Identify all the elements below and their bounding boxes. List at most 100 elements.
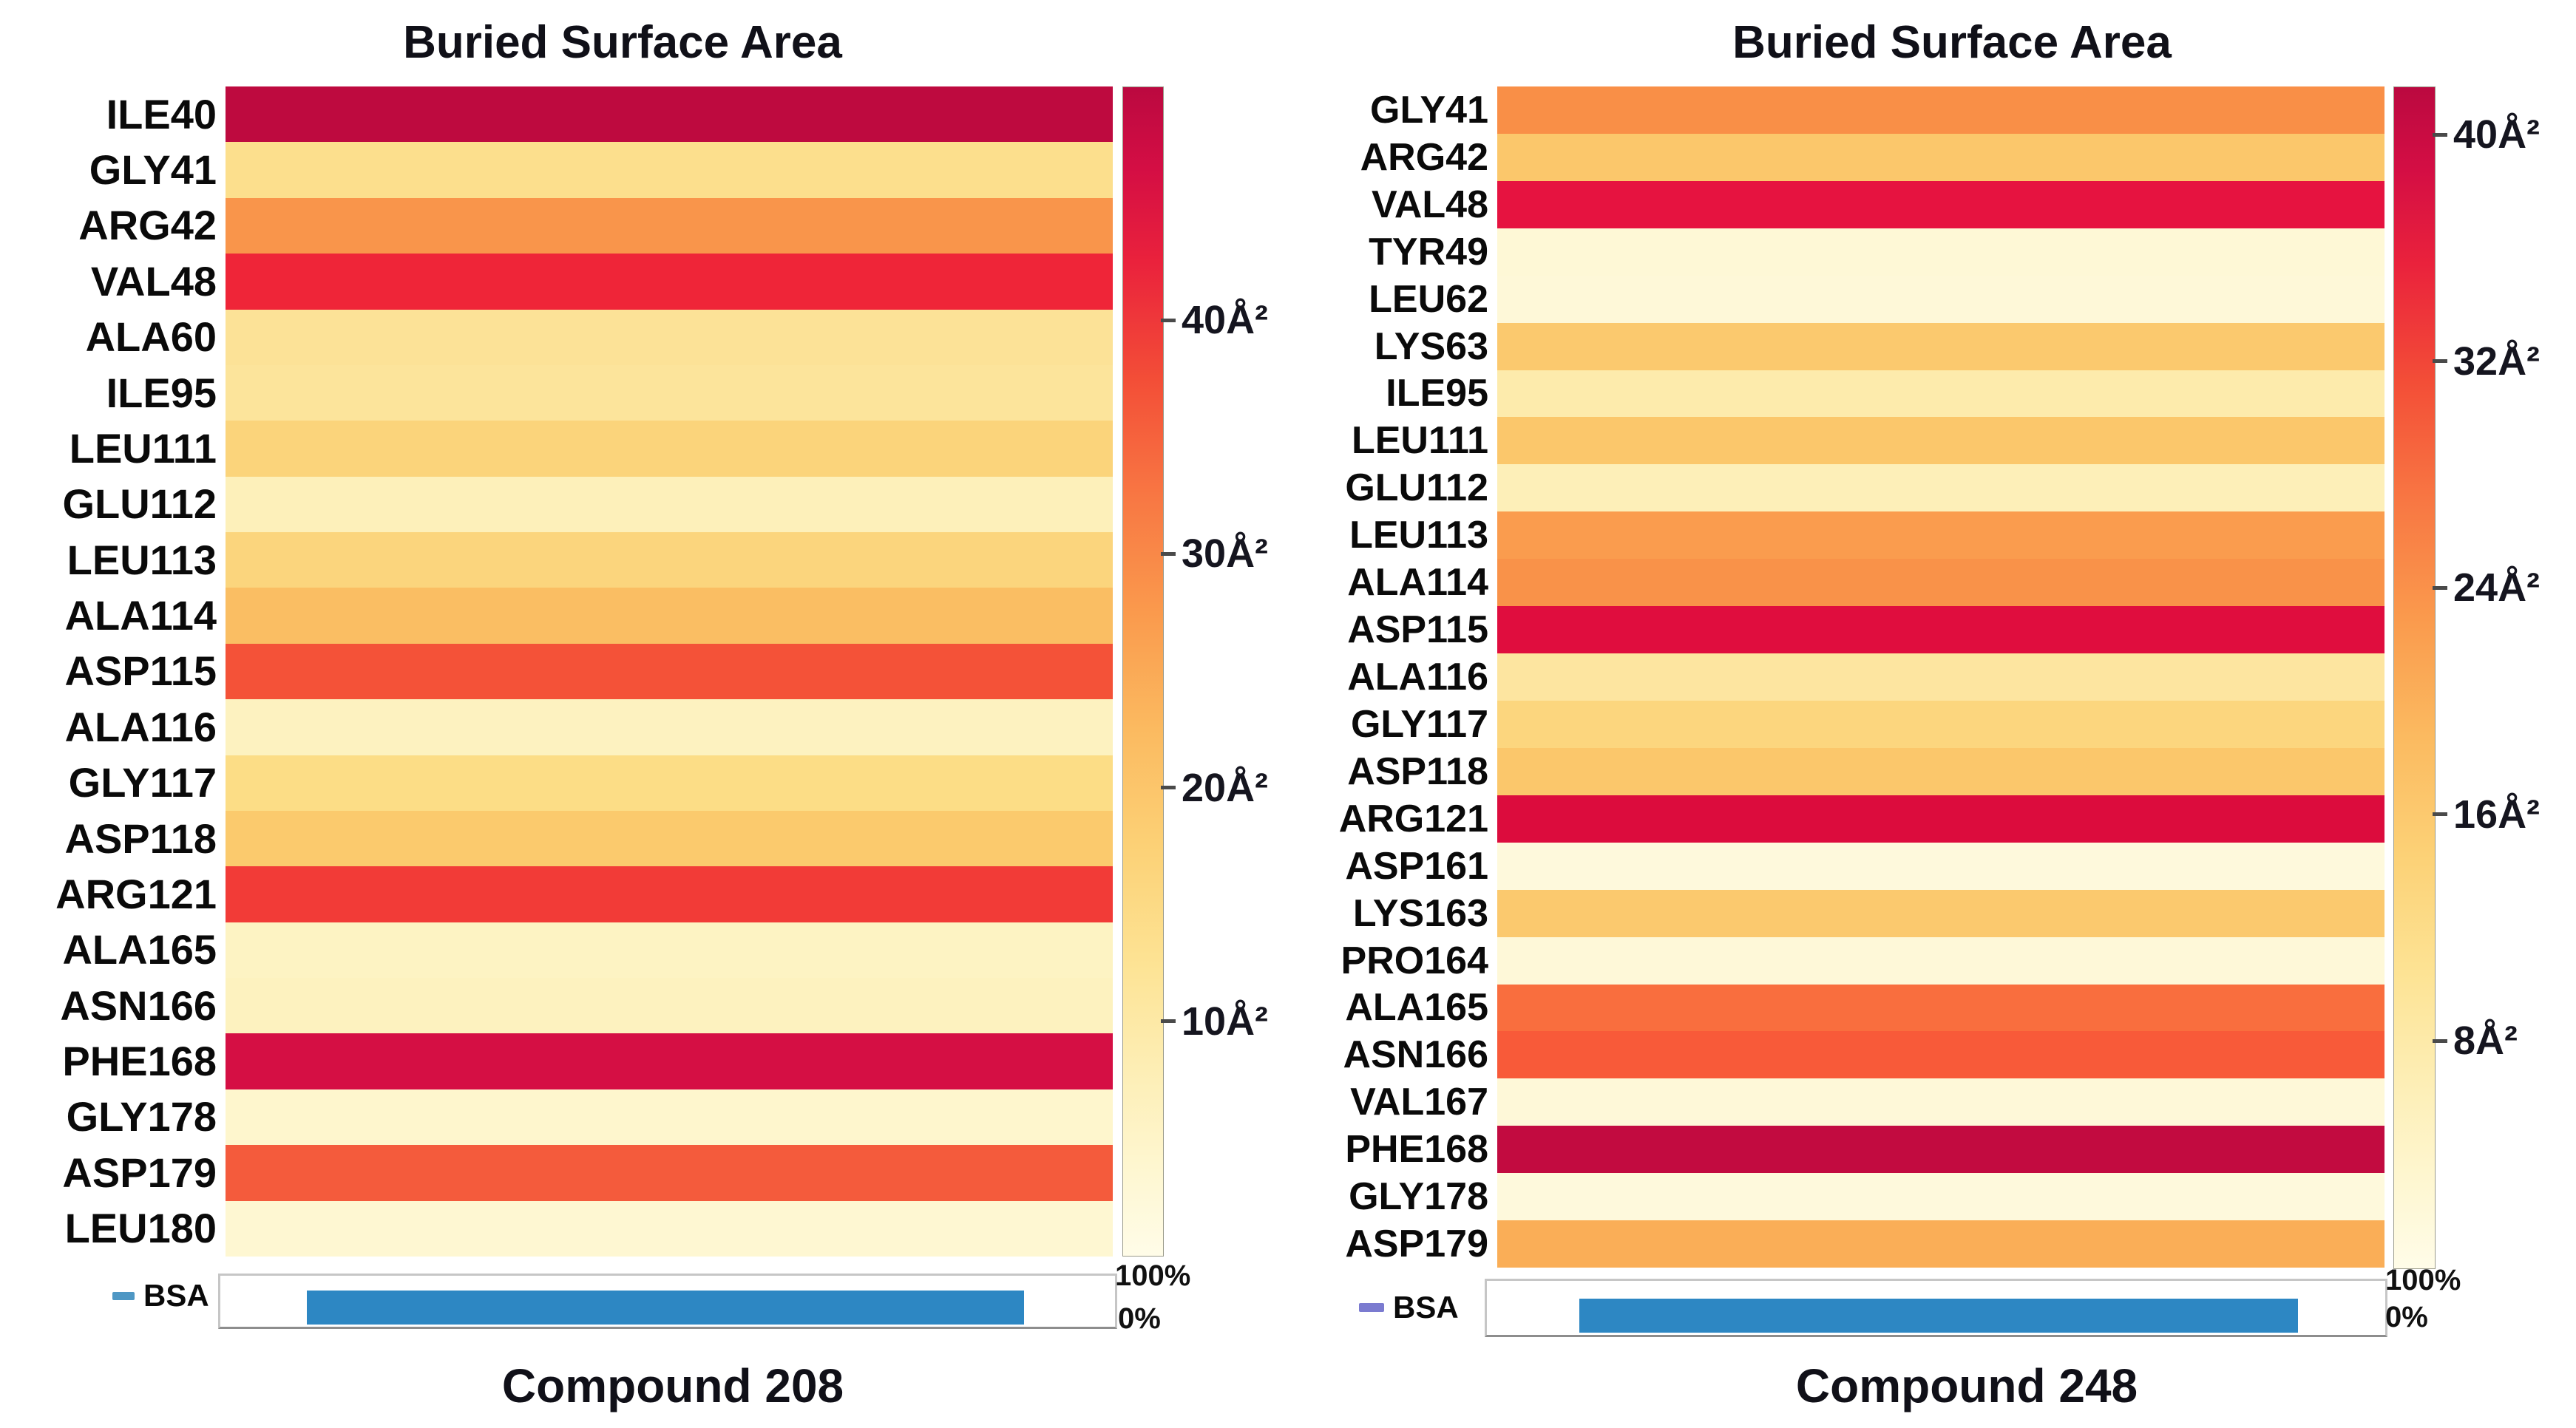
heatmap-row-stripe — [226, 532, 1113, 588]
bsa-bar — [307, 1291, 1024, 1325]
residue-label: VAL48 — [90, 257, 217, 305]
heatmap-row-stripe — [226, 309, 1113, 365]
bsa-bar — [1579, 1299, 2299, 1333]
residue-label: ALA165 — [62, 926, 217, 973]
heatmap-row-stripe — [1497, 464, 2385, 512]
residue-label: PRO164 — [1340, 939, 1488, 982]
heatmap-row-stripe — [226, 588, 1113, 644]
bsa-axis-box — [1485, 1279, 2387, 1337]
tick-dash-icon — [2433, 1038, 2447, 1043]
colorbar-tick-label: 40Å² — [1182, 298, 1269, 343]
heatmap-row-stripe — [1497, 228, 2385, 276]
heatmap-row: ASP118 — [1312, 747, 2385, 795]
tick-dash-icon — [1161, 318, 1176, 322]
colorbar-ticks: 40Å² 30Å² 20Å² 10Å² — [1161, 86, 1323, 1255]
residue-label: ALA60 — [85, 313, 217, 361]
tick-dash-icon — [1161, 786, 1176, 790]
heatmap-row-stripe — [226, 86, 1113, 143]
residue-label: ASP115 — [1347, 608, 1488, 652]
residue-label: ALA116 — [64, 703, 217, 750]
residue-label: ASP161 — [1345, 844, 1488, 888]
heatmap-row: ILE40 — [41, 86, 1113, 143]
tick-dash-icon — [1161, 551, 1176, 556]
compound-title: Compound 208 — [501, 1359, 844, 1412]
colorbar-tick: 32Å² — [2433, 341, 2540, 381]
legend-dash-icon — [112, 1291, 135, 1300]
heatmap-row-stripe — [226, 1200, 1113, 1257]
colorbar-tick: 30Å² — [1161, 534, 1268, 574]
heatmap-row-stripe — [1497, 747, 2385, 795]
chart-title: Buried Surface Area — [1732, 17, 2172, 68]
heatmap-row-stripe — [1497, 606, 2385, 654]
heatmap-row: ILE95 — [1312, 370, 2385, 418]
heatmap-row: ASP179 — [41, 1145, 1113, 1201]
heatmap-row-stripe — [226, 197, 1113, 254]
residue-label: ASP118 — [1347, 749, 1488, 793]
residue-label: GLY41 — [1370, 88, 1488, 132]
heatmap-row: PHE168 — [1312, 1126, 2385, 1174]
tick-dash-icon — [1161, 1019, 1176, 1024]
heatmap-row: GLY41 — [1312, 86, 2385, 134]
heatmap-row: PRO164 — [1312, 936, 2385, 985]
colorbar-gradient — [1122, 86, 1164, 1257]
residue-label: GLY41 — [89, 146, 217, 194]
heatmap-row: LEU113 — [1312, 511, 2385, 560]
heatmap-row: ILE95 — [41, 364, 1113, 421]
tick-dash-icon — [2433, 132, 2447, 137]
colorbar-tick-label: 20Å² — [1182, 765, 1269, 810]
heatmap-row: VAL48 — [1312, 180, 2385, 228]
heatmap-row-stripe — [226, 1033, 1113, 1089]
colorbar-gradient — [2393, 86, 2436, 1269]
bsa-legend: BSA — [1359, 1292, 1459, 1323]
residue-label: LEU113 — [1349, 514, 1488, 557]
bsa-legend: BSA — [112, 1280, 209, 1311]
legend-dash-icon — [1359, 1303, 1384, 1312]
legend-label: BSA — [1393, 1290, 1459, 1325]
heatmap-row: ASP161 — [1312, 842, 2385, 890]
heatmap-row: LEU62 — [1312, 275, 2385, 323]
heatmap-row-stripe — [226, 476, 1113, 532]
colorbar-tick-label: 16Å² — [2453, 792, 2541, 837]
heatmap-row-stripe — [1497, 1126, 2385, 1174]
heatmap-row-stripe — [226, 142, 1113, 198]
residue-label: ASN166 — [60, 982, 217, 1029]
colorbar-tick-label: 30Å² — [1182, 531, 1269, 577]
colorbar-tick-label: 24Å² — [2453, 565, 2541, 611]
residue-label: TYR49 — [1369, 230, 1488, 273]
tick-dash-icon — [2433, 359, 2447, 364]
residue-label: ASP179 — [62, 1149, 217, 1196]
heatmap-row: ASN166 — [41, 978, 1113, 1034]
heatmap-row-stripe — [226, 699, 1113, 755]
colorbar-tick-label: 8Å² — [2453, 1019, 2518, 1064]
heatmap-row: GLY178 — [41, 1089, 1113, 1146]
residue-label: ALA116 — [1347, 656, 1488, 699]
residue-label: GLU112 — [62, 480, 217, 528]
bsa-axis-box — [218, 1274, 1117, 1329]
heatmap-row-stripe — [1497, 1078, 2385, 1126]
bsa-axis-0-label: 0% — [1118, 1302, 1161, 1335]
heatmap-row: ASP115 — [1312, 606, 2385, 654]
heatmap-row: ASP115 — [41, 643, 1113, 700]
residue-label: VAL48 — [1372, 183, 1488, 226]
heatmap-row-stripe — [226, 643, 1113, 700]
bsa-axis-100-label: 100% — [2385, 1264, 2461, 1296]
residue-label: GLU112 — [1345, 466, 1488, 510]
heatmap-row-stripe — [1497, 1220, 2385, 1268]
heatmap-row: ASP118 — [41, 810, 1113, 867]
residue-label: ALA114 — [64, 592, 217, 639]
colorbar-tick-label: 10Å² — [1182, 999, 1269, 1044]
tick-dash-icon — [2433, 585, 2447, 590]
heatmap-row-stripe — [1497, 889, 2385, 937]
residue-label: ASP118 — [64, 815, 217, 862]
chart-title: Buried Surface Area — [403, 17, 842, 68]
heatmap-row: GLY117 — [1312, 700, 2385, 748]
heatmap-row: ARG42 — [1312, 133, 2385, 181]
heatmap-row-stripe — [226, 922, 1113, 978]
heatmap-row-stripe — [226, 364, 1113, 421]
heatmap-row: VAL167 — [1312, 1078, 2385, 1126]
heatmap-row: ALA114 — [41, 588, 1113, 644]
residue-label: ARG42 — [1360, 135, 1488, 179]
